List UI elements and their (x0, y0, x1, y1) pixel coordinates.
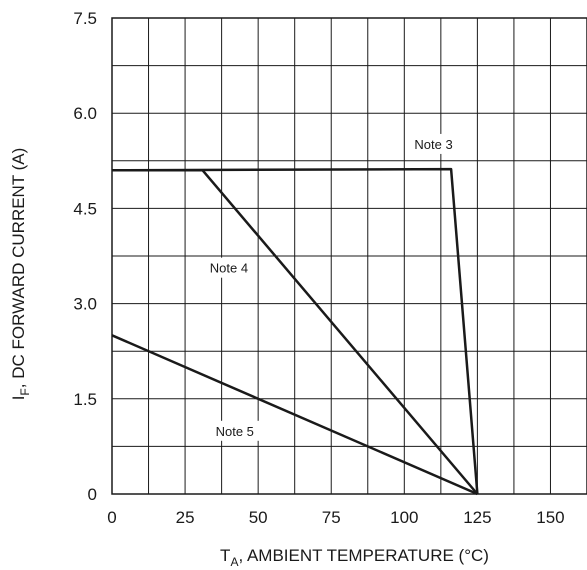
grid-lines (111, 17, 587, 495)
y-tick-label: 6.0 (73, 104, 97, 123)
note-label: Note 3 (414, 137, 452, 152)
x-tick-label: 125 (463, 508, 491, 527)
note-label-background (208, 420, 261, 441)
x-tick-labels: 0 25 50 75 100 125 150 (107, 508, 564, 527)
y-tick-label: 3.0 (73, 295, 97, 314)
y-tick-label: 0 (88, 485, 97, 504)
series-line-3 (111, 334, 478, 496)
series-line-2 (112, 169, 479, 495)
y-tick-label: 7.5 (73, 9, 97, 28)
y-tick-label: 1.5 (73, 390, 97, 409)
x-axis-title-rest: , AMBIENT TEMPERATURE (°C) (238, 546, 489, 565)
y-axis-title-sub: F (18, 388, 32, 395)
x-tick-label: 0 (107, 508, 116, 527)
y-axis-title: IF, DC FORWARD CURRENT (A) (9, 148, 32, 401)
x-tick-label: 150 (536, 508, 564, 527)
x-tick-label: 100 (390, 508, 418, 527)
y-axis-title-main: I (9, 396, 28, 401)
x-tick-label: 25 (176, 508, 195, 527)
y-tick-labels: 0 1.5 3.0 4.5 6.0 7.5 (73, 9, 97, 504)
y-tick-label: 4.5 (73, 199, 97, 218)
y-axis-title-rest: , DC FORWARD CURRENT (A) (9, 148, 28, 389)
x-axis-title-main: T (220, 546, 230, 565)
plot-frame (111, 17, 587, 495)
note-label-background (202, 257, 255, 278)
note-label-background (407, 133, 460, 154)
note-label: Note 5 (216, 424, 254, 439)
series-lines (111, 167, 479, 496)
note-label: Note 4 (210, 261, 248, 276)
series-line-1 (111, 167, 479, 495)
x-tick-label: 75 (322, 508, 341, 527)
note-annotations: Note 3 Note 4 Note 5 (202, 133, 460, 441)
x-tick-label: 50 (249, 508, 268, 527)
x-axis-title-sub: A (230, 555, 238, 569)
x-axis-title: TA, AMBIENT TEMPERATURE (°C) (220, 546, 489, 569)
